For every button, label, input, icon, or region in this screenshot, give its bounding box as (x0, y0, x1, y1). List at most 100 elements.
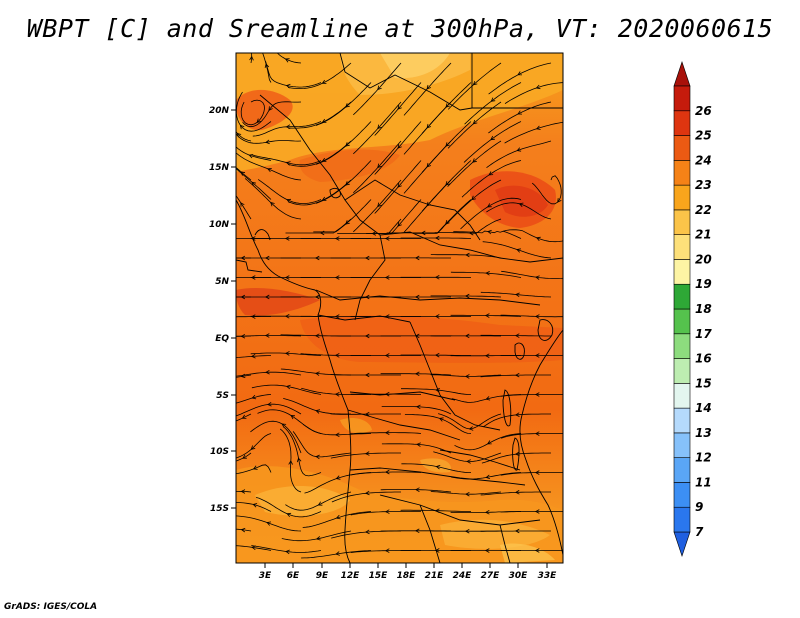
streamline-arrow (334, 236, 340, 241)
streamline-arrow (414, 294, 420, 300)
streamline-arrow (364, 333, 370, 339)
streamline-arrow (284, 313, 290, 319)
streamline-arrow (384, 509, 390, 514)
colorbar-segment (673, 209, 691, 235)
streamline-arrow (397, 144, 402, 149)
streamline-arrow (517, 71, 523, 76)
streamline-arrow (472, 158, 477, 163)
streamline-arrow (264, 294, 270, 300)
streamline-arrow (334, 353, 340, 358)
streamline-arrow (464, 333, 470, 339)
colorbar-segment (673, 160, 691, 186)
streamline-arrow (321, 196, 327, 201)
lon-tick-12e: 12E (341, 571, 361, 581)
colorbar-segment (673, 407, 691, 434)
streamline-arrow (464, 374, 470, 379)
streamline-arrow (290, 415, 296, 420)
streamline-arrow (557, 198, 562, 203)
streamline-arrow (416, 404, 421, 410)
streamline-arrow (466, 459, 471, 464)
lon-tick-30e: 30E (509, 571, 529, 581)
streamline-arrow (268, 106, 273, 111)
colorbar-label: 21 (695, 228, 712, 242)
streamline-arrow (319, 230, 325, 236)
streamline-arrow (486, 203, 492, 208)
streamline-arrow (371, 231, 377, 236)
streamline-arrow (249, 55, 254, 61)
streamline-arrow (285, 549, 290, 555)
streamline-arrow (364, 451, 370, 456)
streamline-arrow (434, 352, 440, 358)
streamline-arrow (284, 275, 290, 280)
streamline-arrow (334, 275, 340, 280)
colorbar-segment (673, 457, 691, 483)
streamline-arrow (514, 490, 520, 495)
streamline-arrow (240, 171, 246, 176)
lat-tick-15n: 15N (209, 163, 230, 173)
streamline-arrow (240, 489, 246, 494)
streamline-arrow (314, 294, 320, 300)
streamline-arrow (285, 161, 291, 166)
chart-title: WBPT [C] and Sreamline at 300hPa, VT: 20… (26, 14, 774, 43)
streamline-arrow (267, 168, 272, 173)
streamline-arrow (251, 181, 257, 187)
streamline-arrow (241, 414, 247, 419)
colorbar-segment (673, 432, 691, 458)
streamline-arrow (242, 454, 247, 459)
streamline-arrow (239, 124, 245, 130)
colorbar-segment (673, 283, 691, 310)
streamline-arrow (420, 230, 426, 236)
streamline-arrow (256, 118, 262, 123)
streamline-arrow (534, 392, 540, 397)
streamline-arrow (426, 162, 432, 168)
streamline-arrow (414, 255, 420, 261)
streamline-arrow (315, 454, 320, 460)
streamline-arrow (284, 236, 290, 241)
lat-tick-10s: 10S (210, 447, 229, 457)
streamline-arrow (285, 351, 290, 356)
streamline-arrow (486, 440, 492, 445)
streamline-arrow (248, 154, 254, 159)
streamline-arrow (264, 333, 270, 338)
streamline-arrow (377, 202, 382, 208)
map-frame (235, 52, 564, 564)
colorbar-segment (673, 506, 691, 533)
colorbar-segment (673, 383, 691, 409)
streamlines (236, 53, 563, 559)
lon-tick-18e: 18E (397, 571, 417, 581)
streamline-arrow (397, 105, 402, 110)
streamline-arrow (240, 527, 246, 533)
streamline-arrow (252, 503, 258, 508)
lat-tick-5s: 5S (216, 391, 229, 401)
colorbar-top-arrow (673, 61, 691, 87)
streamline-arrow (335, 551, 340, 556)
streamline-arrow (345, 220, 350, 225)
streamline-arrow (364, 529, 370, 535)
credit-text: GrADS: IGES/COLA (4, 602, 98, 612)
colorbar-label: 9 (695, 500, 703, 514)
streamline (236, 194, 252, 220)
streamline-arrow (317, 501, 323, 506)
streamline-arrow (384, 548, 390, 553)
streamline-arrow (472, 119, 478, 125)
colorbar-label: 16 (695, 352, 712, 366)
streamline-arrow (426, 123, 432, 129)
colorbar-label: 19 (695, 277, 712, 291)
streamline-arrow (384, 353, 390, 358)
streamline-arrow (514, 528, 520, 534)
streamline-arrow (397, 183, 402, 188)
lat-tick-eq: EQ (215, 334, 229, 344)
lon-tick-33e: 33E (538, 571, 558, 581)
streamline-arrow (488, 171, 494, 176)
colorbar-segment (673, 259, 691, 285)
streamline-arrow (484, 353, 490, 358)
streamline-arrow (286, 512, 292, 518)
streamline-arrow (414, 371, 420, 377)
streamline-arrow (434, 235, 440, 241)
streamline-arrow (471, 195, 476, 201)
streamline-arrow (464, 528, 470, 534)
streamline-arrow (426, 84, 432, 90)
streamline-arrow (414, 528, 420, 534)
colorbar-label: 11 (695, 475, 712, 489)
streamline-arrow (377, 163, 382, 169)
